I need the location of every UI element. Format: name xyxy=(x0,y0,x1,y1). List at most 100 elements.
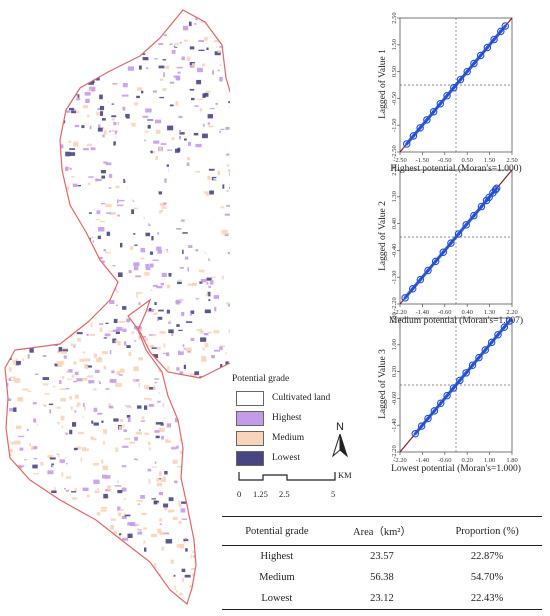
x-tick-label: 2.20 xyxy=(506,309,517,316)
legend-label: Lowest xyxy=(272,453,300,463)
x-tick-label: 0.50 xyxy=(462,157,473,164)
x-tick-label: 1.50 xyxy=(484,157,495,164)
scale-unit: KM xyxy=(338,470,352,480)
table-cell: 56.38 xyxy=(370,572,394,583)
point-band xyxy=(490,333,500,344)
data-point xyxy=(477,202,486,211)
map-gap xyxy=(36,400,72,460)
x-tick-label: -1.50 xyxy=(416,157,430,164)
data-point xyxy=(431,257,440,266)
x-tick-label: -0.60 xyxy=(438,309,452,316)
point-band xyxy=(477,348,487,360)
data-point xyxy=(492,184,501,193)
data-point xyxy=(476,51,485,60)
data-point xyxy=(454,230,463,238)
point-band xyxy=(485,37,496,50)
table-cell: 23.57 xyxy=(370,551,394,562)
data-point xyxy=(424,414,432,423)
y-tick-label: 2.20 xyxy=(391,164,398,175)
north-arrow: N xyxy=(329,421,351,458)
data-point xyxy=(494,330,502,339)
point-band xyxy=(418,268,430,282)
point-band xyxy=(426,259,438,273)
point-band xyxy=(432,401,443,413)
table-cell: 22.87% xyxy=(470,551,504,562)
y-tick-label: 1.80 xyxy=(391,312,398,323)
x-tick-label: -2.20 xyxy=(393,457,407,464)
data-point xyxy=(483,43,492,52)
north-arrow-icon xyxy=(331,434,349,458)
y-tick-label: 1.00 xyxy=(391,339,398,350)
data-point xyxy=(449,384,458,392)
data-point xyxy=(462,221,470,229)
data-point xyxy=(468,361,477,369)
x-tick-label: -2.50 xyxy=(393,157,407,164)
y-tick-label: 0.50 xyxy=(391,66,398,77)
data-point xyxy=(429,108,438,116)
y-tick-label: -0.50 xyxy=(391,92,398,106)
data-point xyxy=(417,422,426,430)
table-cell: 23.12 xyxy=(331,588,433,610)
point-band xyxy=(425,110,436,122)
table-cell: Medium xyxy=(259,572,295,583)
x-tick-label: 1.80 xyxy=(506,457,517,464)
area-proportion-table: Potential grade Area（km²） Proportion (%)… xyxy=(222,516,542,610)
table-header: Proportion (%) xyxy=(432,516,542,546)
map-gap xyxy=(115,110,160,225)
point-band xyxy=(413,424,424,436)
data-point xyxy=(505,317,514,325)
point-band xyxy=(479,45,489,58)
legend-title: Potential grade xyxy=(232,374,290,384)
data-point xyxy=(443,391,451,400)
table-cell: 54.70% xyxy=(470,572,504,583)
data-point xyxy=(462,369,470,377)
point-band xyxy=(441,241,453,254)
point-band xyxy=(445,86,456,98)
data-point xyxy=(443,91,451,100)
data-point xyxy=(411,429,420,438)
x-tick-label: -1.40 xyxy=(416,457,430,464)
scale-tick: 5 xyxy=(331,489,336,499)
x-tick-label: 1.00 xyxy=(484,457,495,464)
point-band xyxy=(449,232,461,245)
data-point xyxy=(401,294,409,302)
data-point xyxy=(424,266,432,275)
y-tick-label: 0.20 xyxy=(391,366,398,377)
x-tick-label: 0.40 xyxy=(462,309,473,316)
point-band xyxy=(420,416,430,428)
data-point xyxy=(491,186,500,194)
point-band xyxy=(458,371,468,383)
data-point xyxy=(409,132,418,140)
point-band xyxy=(470,355,481,367)
y-tick-label: 1.50 xyxy=(391,39,398,50)
north-label: N xyxy=(336,421,344,433)
point-band xyxy=(411,278,422,291)
x-tick-label: -0.60 xyxy=(438,457,452,464)
map-gap xyxy=(168,150,230,275)
data-point xyxy=(450,83,458,92)
data-point xyxy=(439,248,448,256)
table-header: Potential grade xyxy=(222,516,332,546)
y-tick-label: -2.20 xyxy=(391,297,398,311)
table-header: Area（km²） xyxy=(331,516,433,546)
scale-tick: 0 xyxy=(237,489,242,499)
table-cell: Lowest xyxy=(222,588,332,610)
legend-label: Highest xyxy=(272,413,302,423)
scatter-ylabel: Lagged of Value 3 xyxy=(378,349,388,419)
point-band xyxy=(502,319,512,329)
legend-swatch xyxy=(236,390,264,406)
scatter-xlabel: Lowest potential (Moran's=1.000) xyxy=(391,464,521,474)
legend-label: Cultivated land xyxy=(272,393,331,403)
point-band xyxy=(426,409,436,421)
data-point xyxy=(497,27,505,36)
data-point xyxy=(436,100,445,108)
point-band xyxy=(434,250,445,263)
point-band xyxy=(403,287,415,300)
table-row: Highest 23.57 22.87% xyxy=(222,546,542,568)
point-band xyxy=(405,134,416,146)
point-band xyxy=(493,186,499,192)
x-tick-label: -0.50 xyxy=(438,157,452,164)
point-band xyxy=(465,61,476,74)
